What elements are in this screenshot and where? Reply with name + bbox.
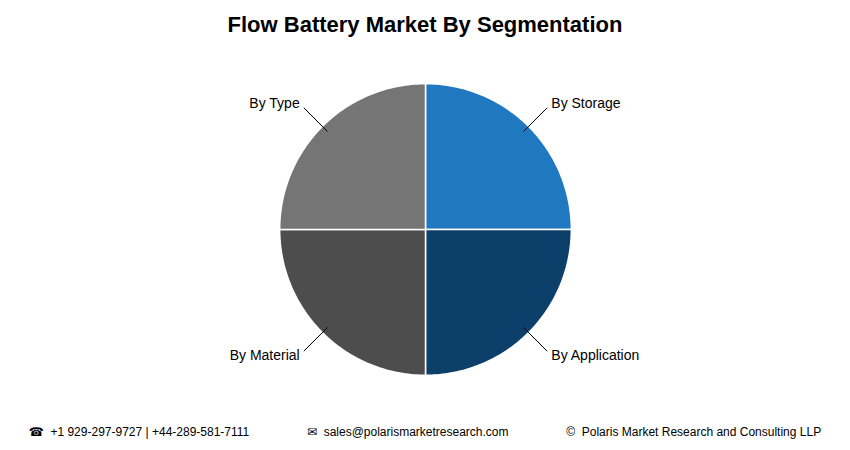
svg-text:By Storage: By Storage — [551, 95, 620, 111]
svg-text:By Type: By Type — [249, 95, 300, 111]
html-text:Flow Battery Market By Segment: Flow Battery Market By Segmentation — [227, 12, 623, 37]
svg-text:By Material: By Material — [230, 347, 300, 363]
html-text:☎ +1 929-297-9727 | +44-289-58: ☎ +1 929-297-9727 | +44-289-581-7111 — [28, 425, 250, 439]
html-text:© Polaris Market Research and: © Polaris Market Research and Consulting… — [566, 425, 822, 439]
html-text:✉ sales@polarismarketresearch.: ✉ sales@polarismarketresearch.com — [306, 425, 509, 439]
svg-text:By Application: By Application — [551, 347, 639, 363]
